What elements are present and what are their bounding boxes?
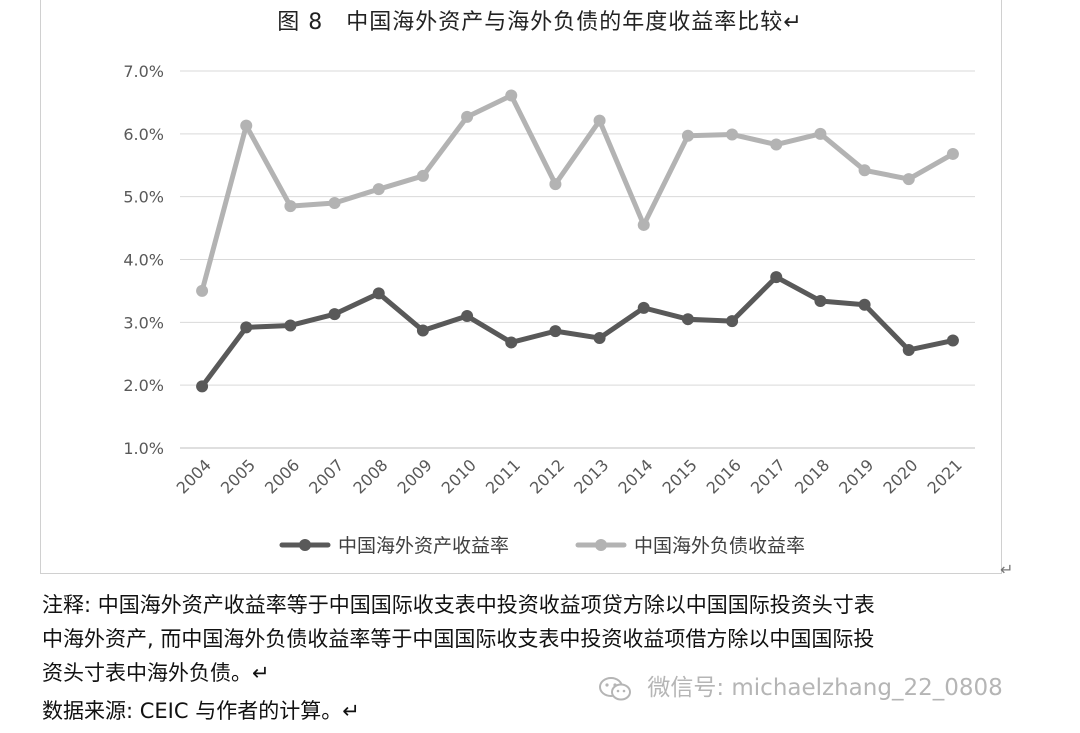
series-2-point (240, 119, 253, 132)
series-2-point (328, 196, 341, 209)
series-1-point (505, 336, 518, 349)
series-lines (196, 89, 959, 393)
x-tick-label: 2010 (438, 455, 480, 497)
y-tick-label: 6.0% (123, 125, 164, 144)
series-line-2 (199, 93, 956, 294)
series-1-point (858, 298, 871, 311)
note-line-2: 中海外资产, 而中国海外负债收益率等于中国国际收支表中投资收益项借方除以中国国际… (42, 627, 875, 651)
series-1-point (726, 315, 739, 328)
y-tick-label: 3.0% (123, 313, 164, 332)
x-tick-label: 2016 (703, 455, 745, 497)
watermark-text: 微信号: michaelzhang_22_0808 (647, 675, 1003, 701)
x-tick-label: 2012 (526, 455, 568, 497)
series-1-point (593, 332, 606, 345)
series-2-point (681, 129, 694, 142)
y-tick-label: 1.0% (123, 439, 164, 458)
series-2-point (637, 218, 650, 231)
x-tick-label: 2015 (659, 455, 701, 497)
x-tick-label: 2009 (394, 455, 436, 497)
x-tick-label: 2007 (305, 455, 347, 497)
x-tick-label: 2018 (791, 455, 833, 497)
series-1-point (902, 343, 915, 356)
x-axis-tick-labels: 2004 2005 2006 2007 2008 2009 2010 2011 2012 2013… (173, 455, 966, 497)
y-tick-label: 4.0% (123, 251, 164, 270)
series-2-point (196, 284, 209, 297)
figure-title: 图 8 中国海外资产与海外负债的年度收益率比较↵ (277, 10, 803, 35)
x-tick-label: 2006 (261, 455, 303, 497)
legend-label-1: 中国海外资产收益率 (338, 535, 509, 557)
x-tick-label: 2019 (835, 455, 877, 497)
x-tick-label: 2017 (747, 455, 789, 497)
x-tick-label: 2020 (879, 455, 921, 497)
series-1-point (946, 334, 959, 347)
series-2-point (372, 183, 385, 196)
x-tick-label: 2014 (614, 455, 656, 497)
legend: 中国海外资产收益率 中国海外负债收益率 (279, 535, 805, 557)
series-1-point (240, 321, 253, 334)
series-1-point (284, 319, 297, 332)
series-1-point (196, 380, 209, 393)
return-mark: ↵ (1000, 560, 1014, 579)
series-2-point (549, 178, 562, 191)
series-1-point (461, 310, 474, 323)
y-tick-label: 7.0% (123, 62, 164, 81)
x-tick-label: 2021 (924, 455, 966, 497)
x-tick-label: 2011 (482, 455, 524, 497)
series-2-point (858, 164, 871, 177)
series-1-point (681, 313, 694, 326)
series-1-point (372, 287, 385, 300)
series-2-point (902, 173, 915, 186)
y-axis-tick-labels: 1.0% 2.0% 3.0% 4.0% 5.0% 6.0% 7.0% (123, 62, 164, 458)
x-tick-label: 2004 (173, 455, 215, 497)
x-tick-label: 2005 (217, 455, 259, 497)
series-2-point (770, 138, 783, 151)
series-1-point (637, 301, 650, 314)
series-2-point (461, 110, 474, 123)
series-1-point (416, 324, 429, 337)
watermark: 微信号: michaelzhang_22_0808 (598, 668, 1003, 702)
series-1-point (328, 308, 341, 321)
series-1-point (549, 325, 562, 338)
x-tick-label: 2013 (570, 455, 612, 497)
legend-label-2: 中国海外负债收益率 (634, 535, 805, 557)
series-2-point (284, 200, 297, 213)
series-1-point (770, 271, 783, 284)
line-chart: 1.0%2.0%3.0%4.0%5.0%6.0%7.0% 2004 2005 200… (123, 62, 975, 557)
series-2-point (946, 147, 959, 160)
series-line-1 (199, 274, 956, 389)
data-source-note: 数据来源: CEIC 与作者的计算。↵ (42, 699, 360, 723)
y-tick-label: 5.0% (123, 188, 164, 207)
grid-lines (180, 70, 975, 449)
series-2-point (726, 128, 739, 141)
y-tick-label: 2.0% (123, 376, 164, 395)
series-2-point (416, 169, 429, 182)
series-2-point (505, 89, 518, 102)
legend-marker-1 (299, 539, 311, 551)
series-2-point (814, 127, 827, 140)
series-2-point (593, 114, 606, 127)
legend-marker-2 (595, 539, 607, 551)
series-1-point (814, 294, 827, 307)
note-line-3: 资头寸表中海外负债。↵ (42, 661, 270, 685)
note-line-1: 注释: 中国海外资产收益率等于中国国际收支表中投资收益项贷方除以中国国际投资头寸… (42, 593, 875, 617)
wechat-icon (599, 676, 631, 700)
x-tick-label: 2008 (349, 455, 391, 497)
